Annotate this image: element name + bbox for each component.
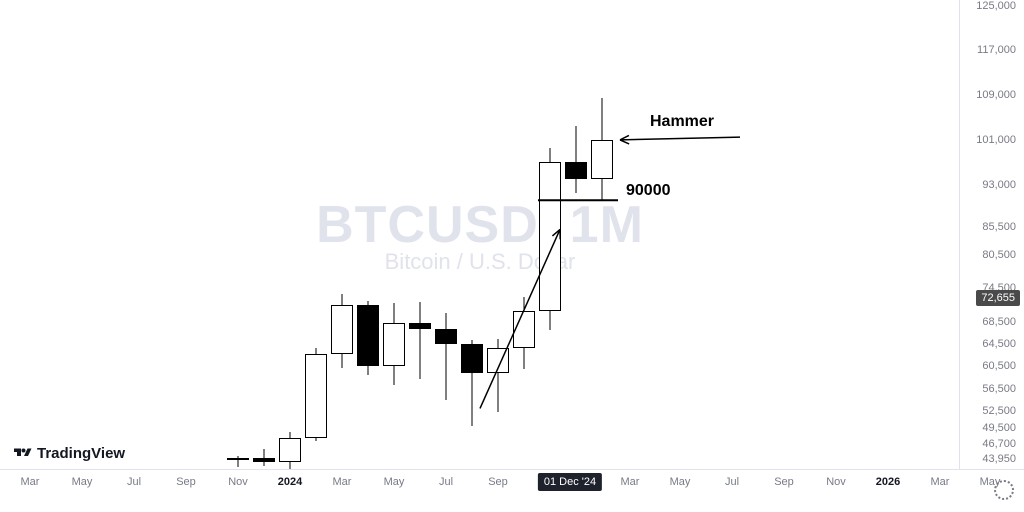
candle[interactable] (227, 0, 249, 470)
price-tick: 72,655 (976, 290, 1020, 306)
time-tick: Sep (774, 476, 794, 488)
candle[interactable] (461, 0, 483, 470)
time-tick: 01 Dec '24 (538, 473, 602, 491)
price-tick: 117,000 (977, 44, 1016, 56)
candle[interactable] (539, 0, 561, 470)
time-tick: Jul (439, 476, 453, 488)
time-tick: May (670, 476, 691, 488)
price-tick: 43,950 (982, 453, 1016, 465)
time-tick: Sep (176, 476, 196, 488)
time-tick: 2026 (876, 476, 900, 488)
time-tick: Jul (127, 476, 141, 488)
candle[interactable] (383, 0, 405, 470)
price-tick: 46,700 (982, 438, 1016, 450)
candle[interactable] (305, 0, 327, 470)
time-tick: Mar (333, 476, 352, 488)
candle[interactable] (435, 0, 457, 470)
time-tick: Mar (621, 476, 640, 488)
time-tick: Mar (931, 476, 950, 488)
time-tick: 2024 (278, 476, 302, 488)
hammer-annotation: Hammer (650, 113, 714, 131)
candle[interactable] (487, 0, 509, 470)
time-tick: May (384, 476, 405, 488)
price-tick: 101,000 (976, 134, 1016, 146)
candle[interactable] (565, 0, 587, 470)
price-tick: 109,000 (976, 89, 1016, 101)
price-tick: 64,500 (982, 338, 1016, 350)
brand-text: TradingView (37, 445, 125, 462)
price-tick: 68,500 (982, 316, 1016, 328)
candle[interactable] (279, 0, 301, 470)
time-tick: Mar (21, 476, 40, 488)
time-axis[interactable]: Mar May Jul Sep Nov 2024 Mar May Jul Sep 01 Dec '2… (0, 469, 1024, 512)
candle[interactable] (253, 0, 275, 470)
price-tick: 85,500 (982, 221, 1016, 233)
time-tick: Nov (826, 476, 846, 488)
price-tick: 60,500 (982, 360, 1016, 372)
tradingview-logo: TradingView (14, 444, 125, 462)
chart-plot-area[interactable]: BTCUSD, 1M Bitcoin / U.S. Dollar Hammer … (0, 0, 960, 470)
price-tick: 125,000 (976, 0, 1016, 12)
candle[interactable] (331, 0, 353, 470)
support-annotation: 90000 (626, 182, 671, 200)
price-tick: 93,000 (982, 179, 1016, 191)
time-tick: May (72, 476, 93, 488)
time-tick: Nov (228, 476, 248, 488)
candle[interactable] (591, 0, 613, 470)
price-tick: 49,500 (982, 422, 1016, 434)
time-tick: Jul (725, 476, 739, 488)
settings-icon[interactable] (994, 480, 1014, 500)
candle[interactable] (513, 0, 535, 470)
candle[interactable] (357, 0, 379, 470)
price-tick: 56,500 (982, 383, 1016, 395)
price-tick: 80,500 (982, 249, 1016, 261)
price-axis[interactable]: 125,000 117,000 109,000 101,000 93,000 85,500… (960, 0, 1024, 470)
candle[interactable] (409, 0, 431, 470)
time-tick: Sep (488, 476, 508, 488)
price-tick: 52,500 (982, 405, 1016, 417)
